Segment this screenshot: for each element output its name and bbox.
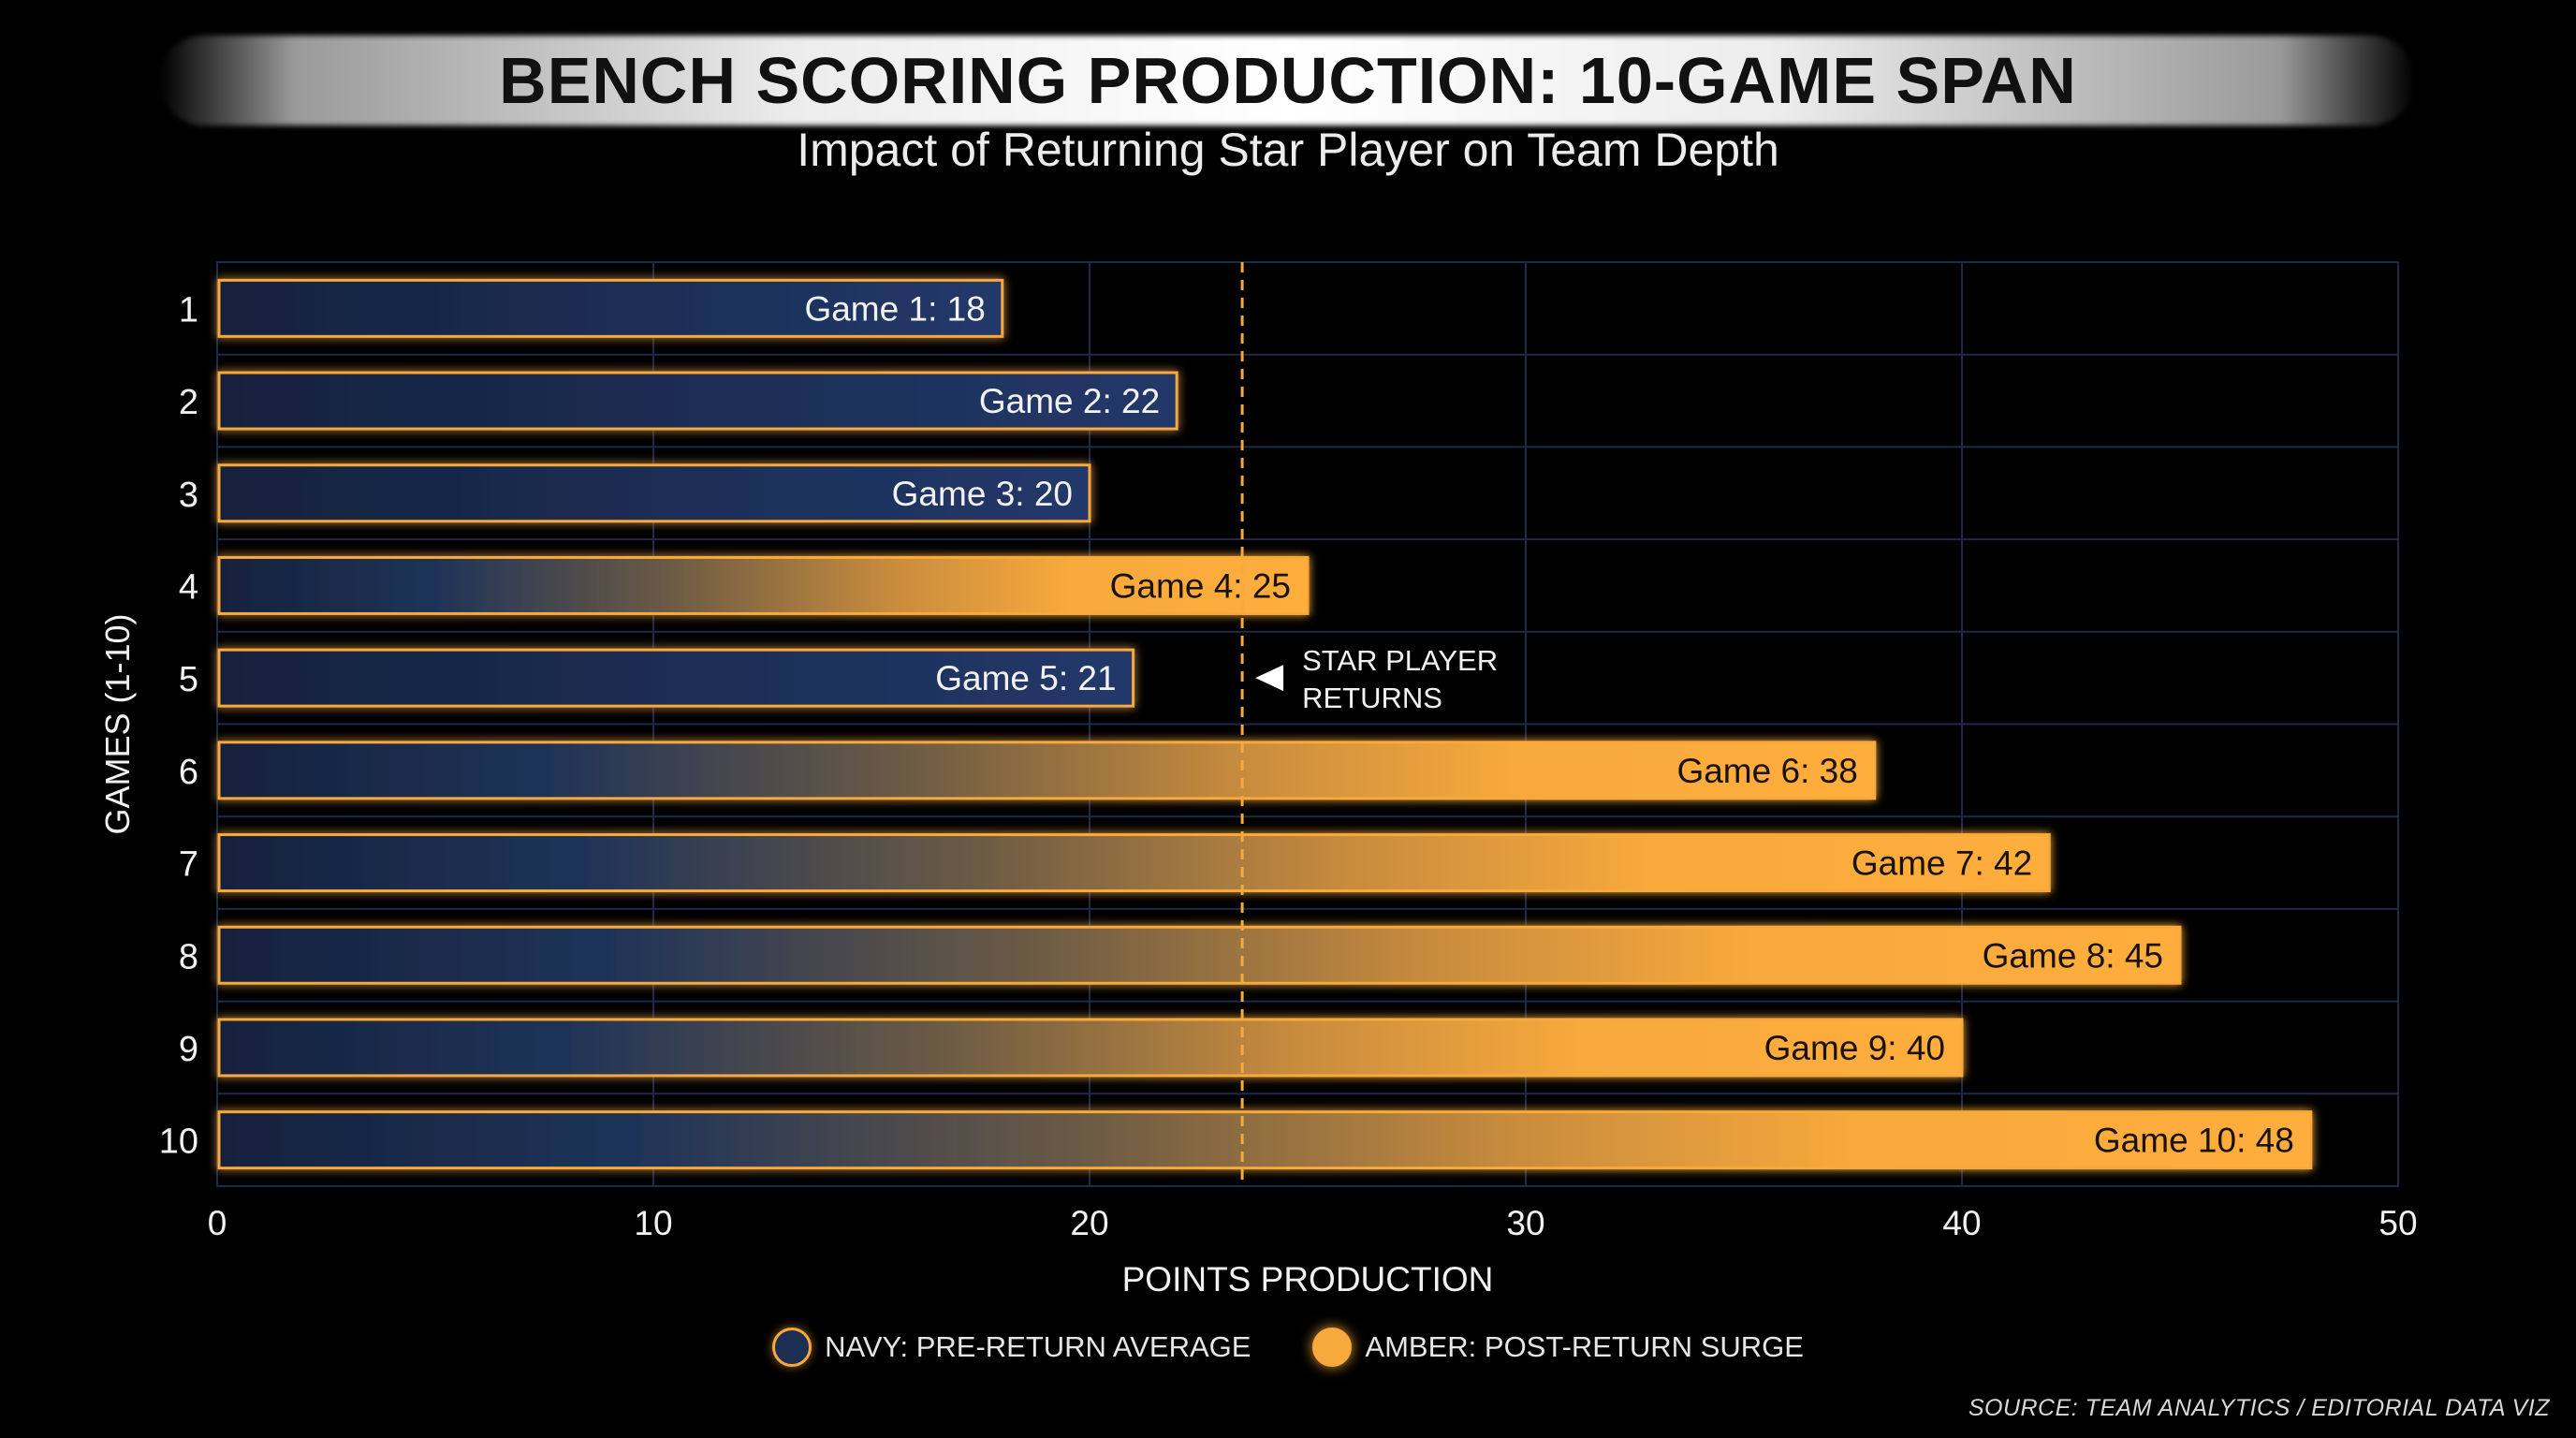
bar-game-9 (217, 1018, 1964, 1078)
data-label-game-7: Game 7: 42 (1852, 844, 2032, 883)
bar-game-4 (217, 555, 1310, 615)
annotation-text-line2: RETURNS (1302, 682, 1442, 714)
bar-game-5 (217, 648, 1135, 708)
legend-swatch-amber (1312, 1328, 1353, 1367)
data-label-game-9: Game 9: 40 (1764, 1029, 1945, 1067)
bar-game-2 (217, 371, 1178, 431)
source-note: SOURCE: TEAM ANALYTICS / EDITORIAL DATA … (1968, 1395, 2550, 1421)
bar-game-7 (217, 833, 2051, 893)
y-axis-title: GAMES (1-10) (98, 613, 137, 834)
data-label-game-3: Game 3: 20 (892, 475, 1073, 513)
data-label-game-10: Game 10: 48 (2094, 1122, 2294, 1160)
legend: NAVY: PRE-RETURN AVERAGE AMBER: POST-RET… (0, 1328, 2576, 1367)
x-tick-label-20: 20 (1070, 1204, 1108, 1242)
bar-game-6 (217, 741, 1877, 800)
data-label-game-8: Game 8: 45 (1983, 936, 2163, 975)
legend-swatch-navy (772, 1328, 812, 1367)
y-tick-label-7: 7 (179, 845, 198, 885)
y-tick-label-4: 4 (179, 567, 198, 607)
legend-label-navy: NAVY: PRE-RETURN AVERAGE (825, 1330, 1251, 1363)
legend-item-amber: AMBER: POST-RETURN SURGE (1312, 1328, 1804, 1367)
x-tick-label-50: 50 (2378, 1204, 2417, 1242)
x-tick-label-40: 40 (1942, 1204, 1981, 1242)
legend-label-amber: AMBER: POST-RETURN SURGE (1365, 1330, 1804, 1363)
chart-subtitle: Impact of Returning Star Player on Team … (797, 124, 1779, 176)
y-tick-label-1: 1 (179, 290, 198, 330)
y-tick-label-10: 10 (159, 1123, 198, 1162)
bar-game-3 (217, 463, 1091, 523)
y-tick-label-8: 8 (179, 937, 198, 976)
annotation: STAR PLAYER RETURNS (1240, 262, 1498, 1186)
legend-item-navy: NAVY: PRE-RETURN AVERAGE (772, 1328, 1251, 1367)
x-tick-label-30: 30 (1506, 1204, 1544, 1242)
x-axis-title: POINTS PRODUCTION (1122, 1260, 1494, 1299)
y-tick-label-5: 5 (179, 660, 198, 699)
data-label-game-2: Game 2: 22 (979, 382, 1160, 420)
title-band (159, 36, 2415, 125)
annotation-arrow-icon (1255, 665, 1284, 692)
x-tick-label-10: 10 (634, 1204, 672, 1242)
annotation-text-line1: STAR PLAYER (1302, 644, 1498, 677)
data-label-game-6: Game 6: 38 (1676, 752, 1857, 790)
bar-game-1 (217, 278, 1004, 338)
chart-title: BENCH SCORING PRODUCTION: 10-GAME SPAN (499, 44, 2077, 117)
bar-game-8 (217, 925, 2182, 985)
bars: Game 1: 18 Game 2: 22 Game 3: 20 Game 4: 25… (217, 278, 2313, 1170)
data-label-game-5: Game 5: 21 (935, 659, 1116, 697)
y-tick-label-3: 3 (179, 476, 198, 515)
data-label-game-4: Game 4: 25 (1110, 566, 1291, 605)
y-tick-label-6: 6 (179, 753, 198, 792)
x-tick-label-0: 0 (208, 1204, 227, 1242)
axes: 1 2 3 4 5 6 7 8 9 10 0 10 20 30 40 50 POINTS PRODUCTION G… (98, 290, 2418, 1299)
bar-game-10 (217, 1110, 2313, 1170)
y-tick-label-9: 9 (179, 1030, 198, 1069)
y-tick-label-2: 2 (179, 383, 198, 422)
data-label-game-1: Game 1: 18 (804, 289, 985, 328)
